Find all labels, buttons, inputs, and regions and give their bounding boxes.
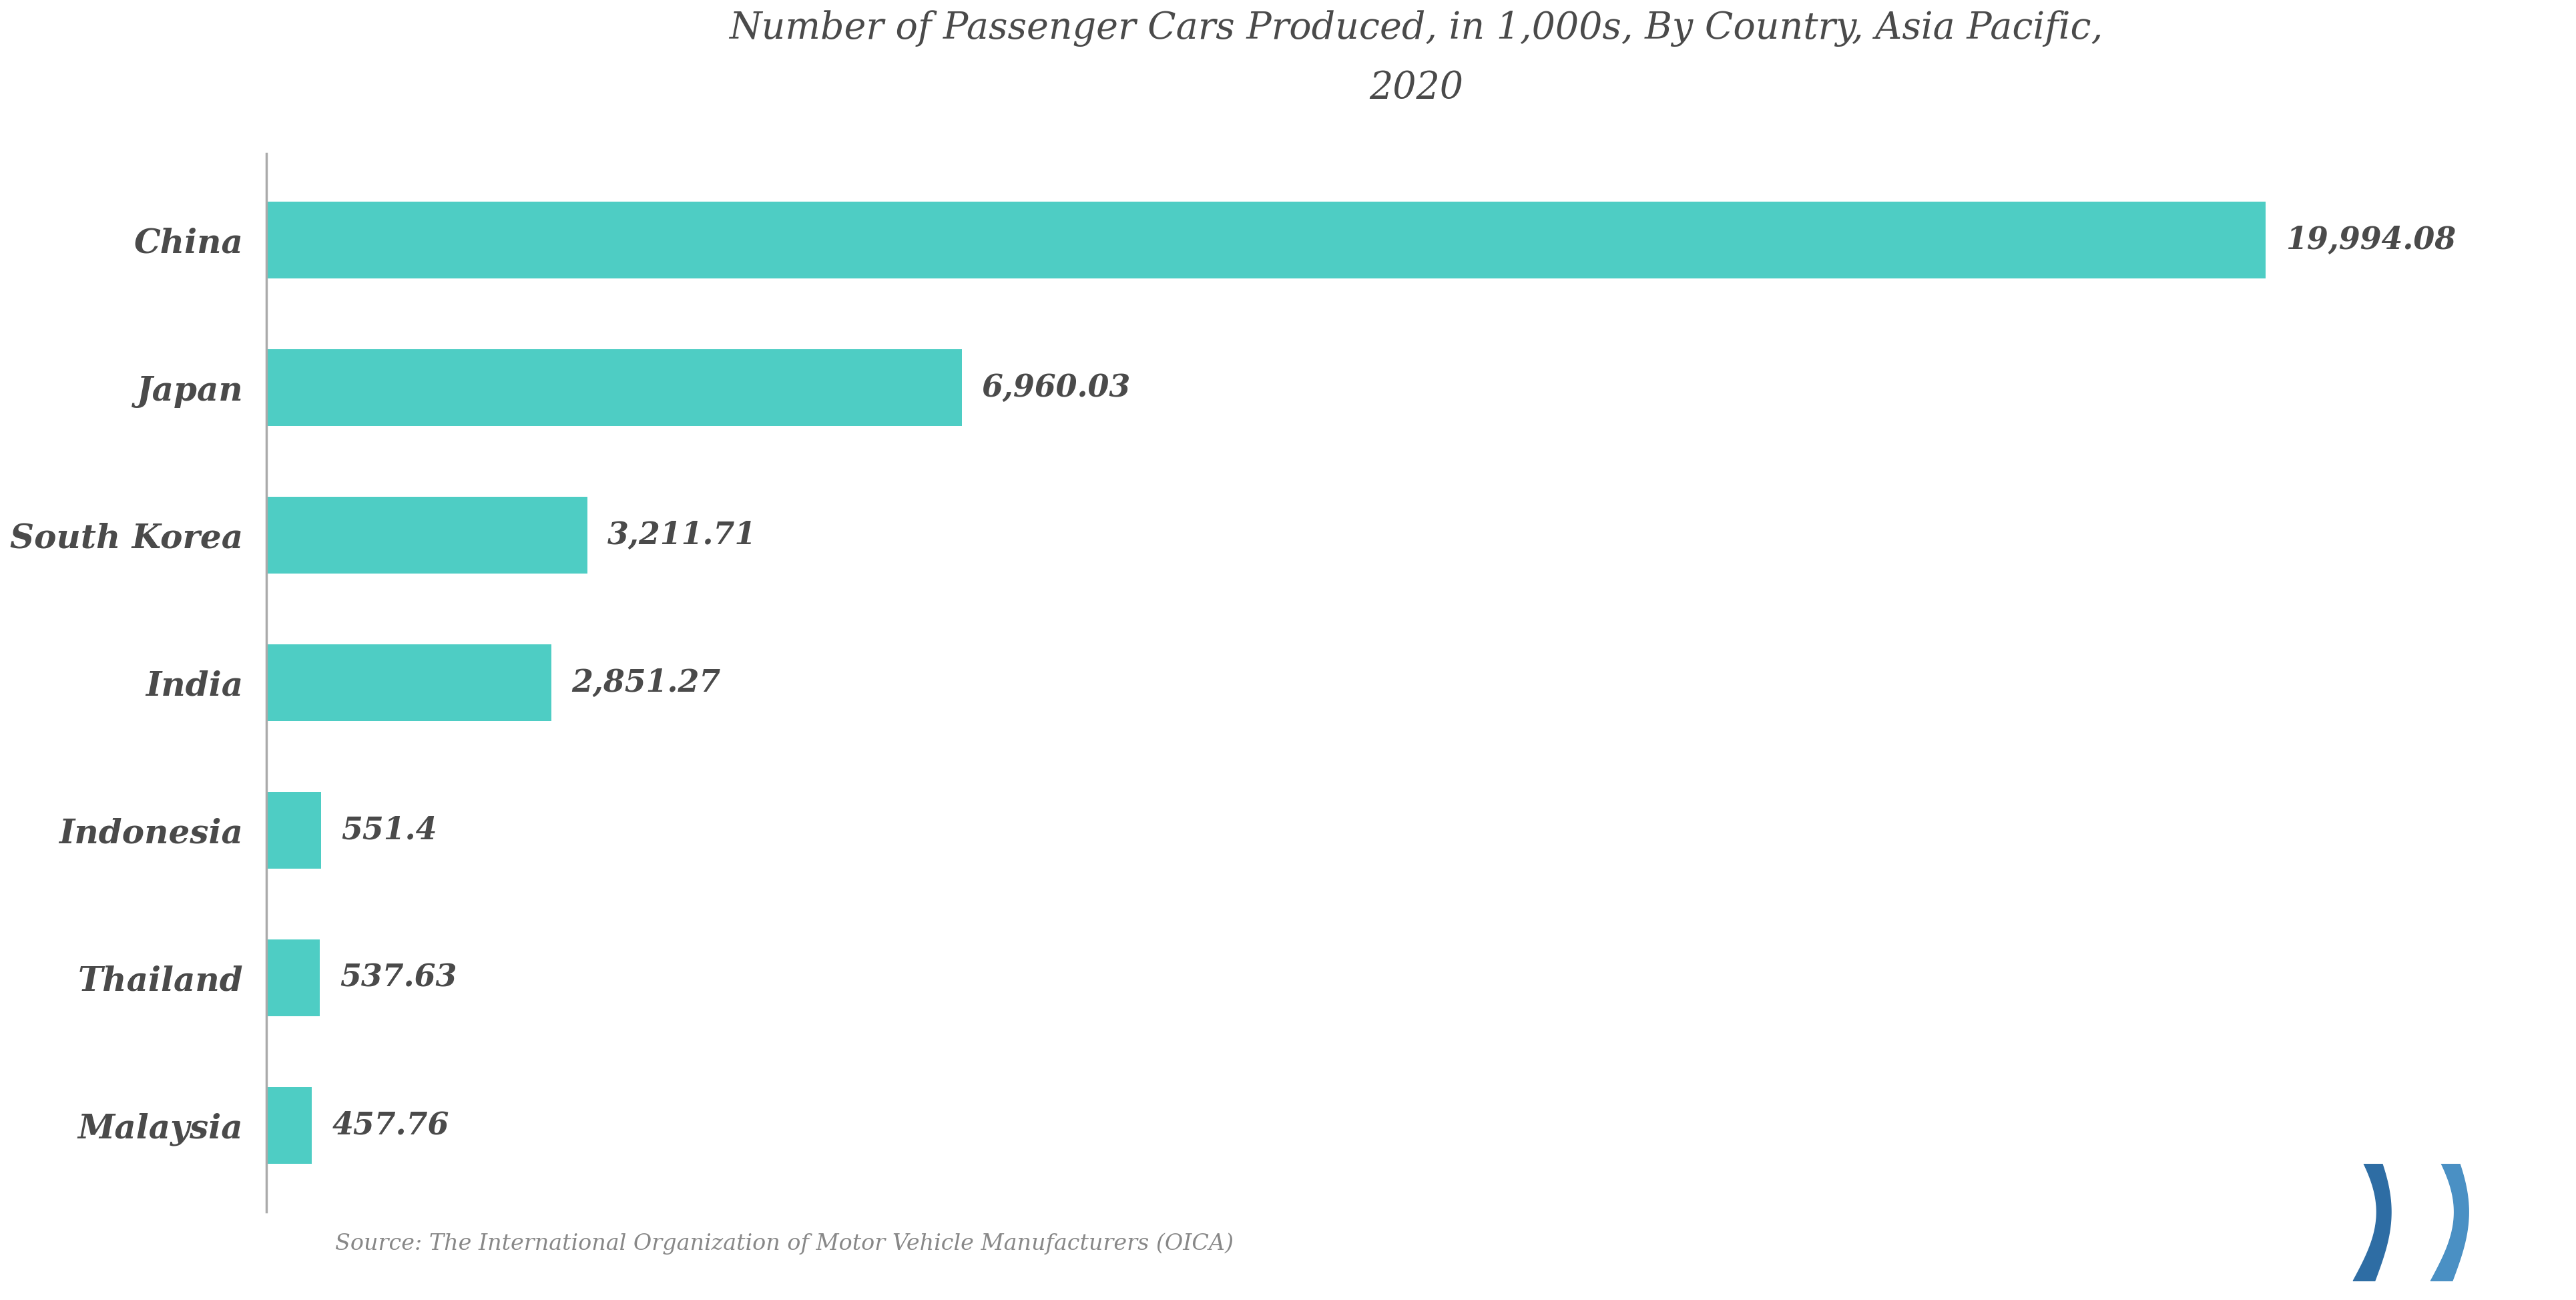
Bar: [265, 350, 963, 426]
Bar: [265, 497, 587, 573]
Text: 19,994.08: 19,994.08: [2285, 225, 2455, 255]
Bar: [265, 792, 322, 868]
Text: 3,211.71: 3,211.71: [608, 520, 757, 550]
Text: Source: The International Organization of Motor Vehicle Manufacturers (OICA): Source: The International Organization o…: [335, 1232, 1234, 1254]
Text: 457.76: 457.76: [332, 1110, 448, 1141]
Bar: [265, 1087, 312, 1164]
Text: 551.4: 551.4: [343, 815, 438, 846]
Text: 2,851.27: 2,851.27: [572, 667, 721, 698]
Bar: [265, 940, 319, 1017]
Title: Number of Passenger Cars Produced, in 1,000s, By Country, Asia Pacific,
2020: Number of Passenger Cars Produced, in 1,…: [729, 10, 2102, 105]
Text: 6,960.03: 6,960.03: [981, 372, 1131, 403]
Text: 537.63: 537.63: [340, 962, 456, 993]
Bar: [265, 202, 2264, 278]
Bar: [265, 645, 551, 722]
